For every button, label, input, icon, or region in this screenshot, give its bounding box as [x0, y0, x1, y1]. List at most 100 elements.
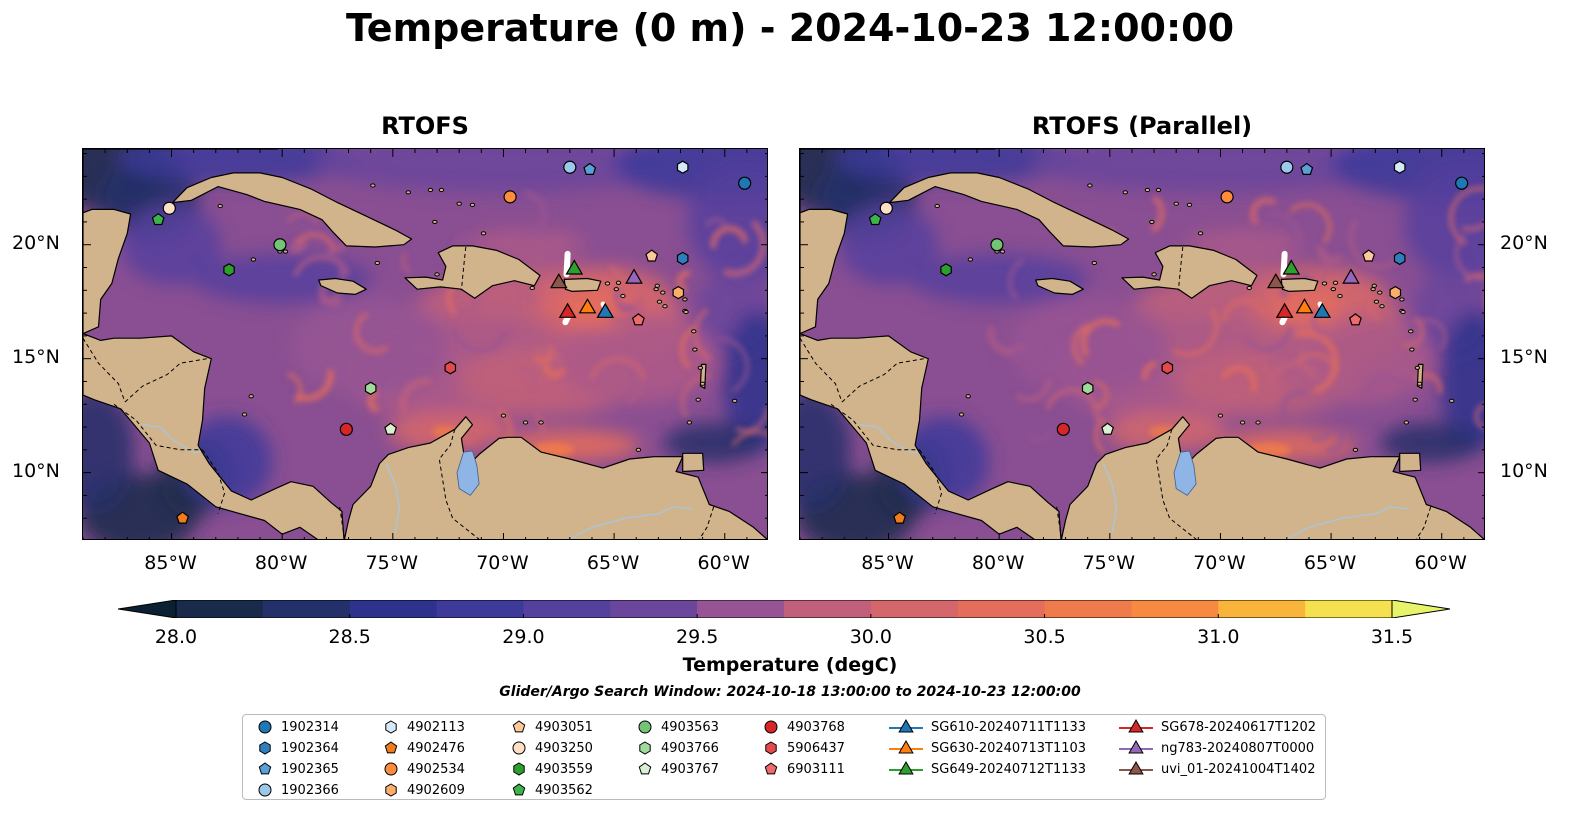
platform-SG678-20240617T1202[interactable]	[558, 302, 577, 318]
platform-4902476[interactable]	[893, 511, 907, 524]
legend-item: SG678-20240617T1202	[1119, 717, 1316, 737]
platform-1902365[interactable]	[583, 162, 597, 175]
platform-SG610-20240711T1133[interactable]	[596, 302, 615, 318]
legend-item: 4902609	[383, 780, 465, 800]
platform-4903250[interactable]	[162, 201, 176, 215]
colorbar	[118, 600, 1450, 618]
hexagon-marker-icon	[385, 783, 397, 797]
platform-4902113[interactable]	[676, 160, 689, 174]
colorbar-block	[1305, 600, 1393, 618]
platform-4903766[interactable]	[1081, 381, 1094, 395]
platform-SG630-20240713T1103[interactable]	[578, 298, 597, 314]
legend-item-label: SG630-20240713T1103	[931, 740, 1087, 756]
circle-marker-icon	[384, 762, 398, 776]
colorbar-tick-label: 28.0	[154, 626, 198, 648]
lake-maracaibo	[1173, 450, 1197, 496]
platform-uvi_01-20241004T1402[interactable]	[549, 273, 568, 289]
legend-item-label: ng783-20240807T0000	[1161, 740, 1315, 756]
colorbar-block	[784, 600, 872, 618]
platform-4903766[interactable]	[364, 381, 377, 395]
platform-SG649-20240712T1133[interactable]	[565, 259, 584, 275]
legend: 1902314 1902364 1902365 1902366 4902113 49024…	[242, 714, 1326, 800]
map-rtofs	[83, 149, 767, 539]
map-parallel	[800, 149, 1484, 539]
legend-item: 1902314	[257, 717, 339, 737]
platform-4902609[interactable]	[1389, 285, 1402, 300]
legend-item: 4903768	[763, 717, 845, 737]
platform-4903768[interactable]	[1056, 422, 1070, 436]
legend-item-label: 4902609	[407, 782, 465, 798]
platform-6903111[interactable]	[1348, 313, 1362, 326]
land-trinidad	[682, 452, 705, 473]
platform-6903111[interactable]	[631, 313, 645, 326]
colorbar-block	[697, 600, 785, 618]
platform-4902609[interactable]	[672, 285, 685, 300]
legend-item: 1902364	[257, 738, 339, 758]
lat-tick-label-right: 20°N	[1500, 231, 1548, 254]
landmasses	[800, 149, 1484, 539]
map-panel-rtofs[interactable]	[82, 148, 768, 540]
lon-tick-label: 70°W	[1193, 552, 1246, 574]
legend-item-label: 1902366	[281, 782, 339, 798]
circle-marker-icon	[512, 741, 526, 755]
legend-item: uvi_01-20241004T1402	[1119, 759, 1315, 779]
platform-4903768[interactable]	[339, 422, 353, 436]
platform-SG610-20240711T1133[interactable]	[1313, 302, 1332, 318]
platform-4903563[interactable]	[273, 238, 287, 252]
legend-item-label: 5906437	[787, 740, 845, 756]
platform-1902314[interactable]	[1455, 176, 1469, 190]
legend-item-label: SG678-20240617T1202	[1161, 719, 1317, 735]
platform-SG630-20240713T1103[interactable]	[1295, 298, 1314, 314]
platform-1902314[interactable]	[738, 176, 752, 190]
legend-item: 4903767	[637, 759, 719, 779]
colorbar-block	[610, 600, 698, 618]
platform-4903051[interactable]	[1362, 249, 1376, 262]
land-puerto_rico	[1280, 277, 1319, 292]
platform-4903051[interactable]	[645, 249, 659, 262]
colorbar-tick-label: 30.5	[1023, 626, 1066, 648]
lon-tick-label: 75°W	[1082, 552, 1136, 574]
platform-4903563[interactable]	[990, 238, 1004, 252]
colorbar-over-triangle	[1391, 600, 1450, 618]
platform-ng783-20240807T0000[interactable]	[1342, 268, 1360, 284]
platform-ng783-20240807T0000[interactable]	[625, 268, 643, 284]
colorbar-block	[870, 600, 959, 618]
platform-4902534[interactable]	[503, 190, 517, 204]
platform-4902113[interactable]	[1393, 160, 1406, 174]
platform-1902364[interactable]	[676, 251, 689, 266]
platform-SG649-20240712T1133[interactable]	[1282, 259, 1301, 275]
pentagon-marker-icon	[512, 720, 526, 733]
platform-4903767[interactable]	[1101, 422, 1115, 435]
lat-tick-label-left: 15°N	[12, 345, 60, 368]
lon-tick-label: 75°W	[365, 552, 419, 574]
platform-5906437[interactable]	[1161, 361, 1174, 375]
platform-4903562[interactable]	[868, 212, 882, 226]
map-panel-parallel[interactable]	[799, 148, 1485, 540]
platform-5906437[interactable]	[444, 361, 457, 375]
land-cuba	[172, 172, 413, 248]
legend-item-label: 4903768	[787, 719, 845, 735]
lon-tick-label: 80°W	[254, 552, 308, 574]
platform-4903767[interactable]	[384, 422, 398, 435]
platform-4902534[interactable]	[1220, 190, 1234, 204]
platform-1902366[interactable]	[563, 160, 577, 174]
platform-SG678-20240617T1202[interactable]	[1275, 302, 1294, 318]
platform-1902366[interactable]	[1280, 160, 1294, 174]
platform-4903562[interactable]	[151, 212, 165, 226]
platform-4903250[interactable]	[879, 201, 893, 215]
platform-4903559[interactable]	[940, 263, 952, 277]
lon-tick-label: 60°W	[1414, 552, 1467, 574]
land-hispaniola	[404, 245, 541, 299]
legend-item: SG610-20240711T1133	[889, 717, 1086, 737]
lake-maracaibo	[456, 450, 480, 496]
platform-1902365[interactable]	[1300, 162, 1314, 175]
colorbar-tick-label: 31.0	[1197, 626, 1240, 648]
land-central_america	[83, 333, 345, 539]
platform-4902476[interactable]	[176, 511, 190, 524]
platform-uvi_01-20241004T1402[interactable]	[1266, 273, 1285, 289]
pentagon-marker-icon	[764, 762, 778, 775]
platform-1902364[interactable]	[1393, 251, 1406, 266]
platform-4903559[interactable]	[223, 263, 235, 277]
pentagon-marker-icon	[638, 762, 652, 775]
map-title-rtofs: RTOFS	[381, 112, 469, 140]
